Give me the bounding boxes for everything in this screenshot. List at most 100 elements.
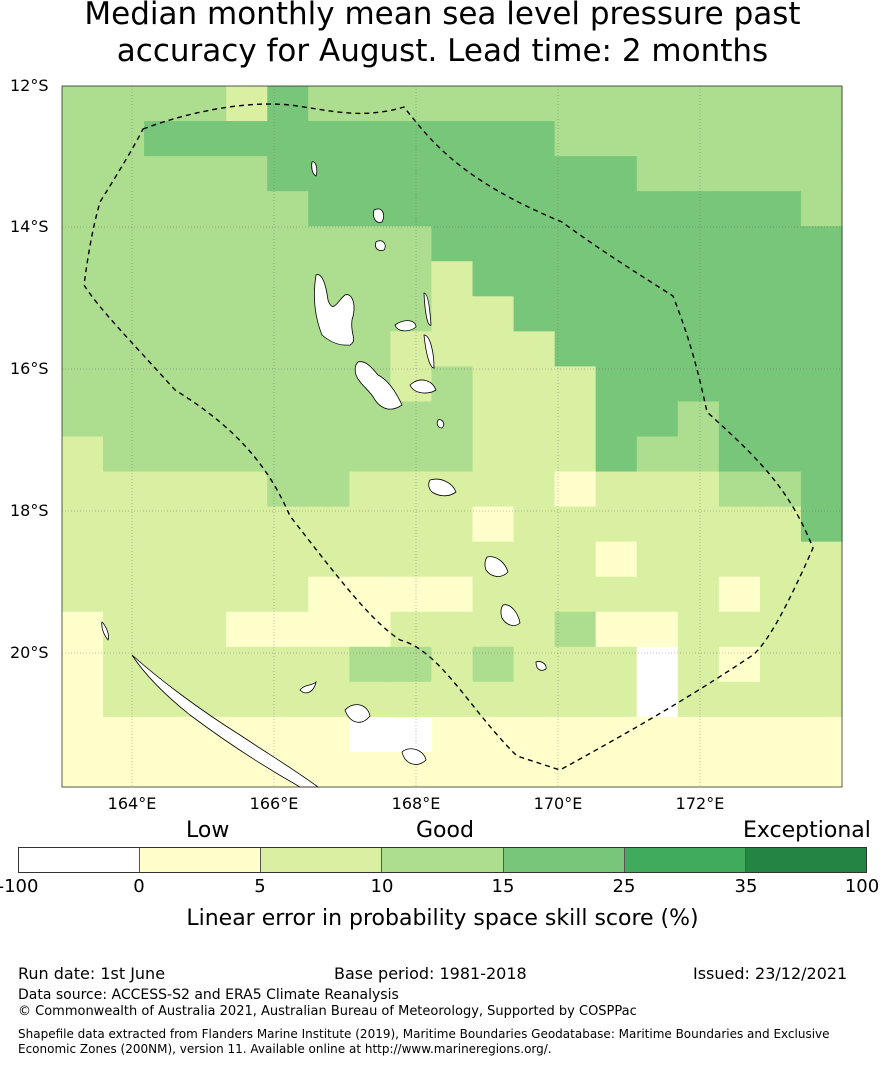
skill-cell xyxy=(513,86,556,122)
skill-cell xyxy=(431,156,474,192)
skill-cell xyxy=(144,716,186,753)
skill-cell xyxy=(431,261,474,297)
skill-cell xyxy=(267,541,309,578)
skill-cell xyxy=(595,751,638,788)
skill-cell xyxy=(595,436,638,473)
skill-cell xyxy=(349,716,392,753)
skill-cell xyxy=(759,681,802,718)
island-efate xyxy=(428,478,457,497)
skill-cell xyxy=(185,366,227,403)
skill-cell xyxy=(144,541,186,578)
skill-cell xyxy=(677,681,720,718)
shapefile-note-2: Economic Zones (200NM), version 11. Avai… xyxy=(18,1042,552,1056)
skill-cell xyxy=(513,261,556,297)
colorbar-tick: 0 xyxy=(133,876,145,897)
skill-cell xyxy=(759,331,802,367)
skill-cell xyxy=(226,611,268,648)
skill-cell xyxy=(677,226,720,262)
colorbar-segment xyxy=(261,848,383,872)
skill-cell xyxy=(103,401,145,438)
lon-label-164e: 164°E xyxy=(107,794,157,813)
skill-cell xyxy=(800,646,843,683)
skill-cell xyxy=(513,471,556,508)
skill-cell xyxy=(595,681,638,718)
island-aneityum xyxy=(535,661,547,671)
skill-cell xyxy=(390,541,433,578)
skill-cell xyxy=(554,751,597,788)
skill-cell xyxy=(308,471,350,508)
skill-cell xyxy=(554,646,597,683)
skill-cell xyxy=(62,541,104,578)
skill-cell xyxy=(267,331,309,367)
skill-cell xyxy=(472,296,515,332)
skill-cell xyxy=(226,506,268,543)
skill-cell xyxy=(677,576,720,613)
skill-cell xyxy=(308,121,350,157)
skill-cell xyxy=(595,191,638,227)
skill-cell xyxy=(636,751,679,788)
skill-cell xyxy=(677,646,720,683)
skill-cell xyxy=(636,471,679,508)
skill-cell xyxy=(554,541,597,578)
skill-cell xyxy=(144,506,186,543)
skill-cell xyxy=(185,541,227,578)
skill-cell xyxy=(62,646,104,683)
skill-cell xyxy=(800,576,843,613)
skill-cell xyxy=(390,471,433,508)
skill-grid-cells xyxy=(62,86,843,788)
skill-cell xyxy=(718,296,761,332)
skill-cell xyxy=(62,506,104,543)
skill-cell xyxy=(800,751,843,788)
skill-cell xyxy=(472,751,515,788)
skill-cell xyxy=(144,156,186,192)
skill-cell xyxy=(800,611,843,648)
skill-cell xyxy=(144,121,186,157)
skill-cell xyxy=(349,541,392,578)
skill-cell xyxy=(62,191,104,227)
colorbar-tick: 25 xyxy=(612,876,636,897)
skill-cell xyxy=(308,226,350,262)
skill-cell xyxy=(431,751,474,788)
skill-cell xyxy=(595,611,638,648)
skill-cell xyxy=(759,156,802,192)
skill-cell xyxy=(472,681,515,718)
skill-cell xyxy=(554,576,597,613)
island-ouvea xyxy=(299,680,317,694)
skill-cell xyxy=(595,471,638,508)
skill-cell xyxy=(349,156,392,192)
skill-cell xyxy=(800,471,843,508)
skill-cell xyxy=(103,646,145,683)
skill-cell xyxy=(267,436,309,473)
skill-cell xyxy=(800,366,843,403)
skill-cell xyxy=(226,191,268,227)
skill-cell xyxy=(636,366,679,403)
skill-cell xyxy=(513,121,556,157)
skill-cell xyxy=(431,226,474,262)
skill-cell xyxy=(677,716,720,753)
skill-cell xyxy=(472,471,515,508)
skill-cell xyxy=(800,681,843,718)
skill-cell xyxy=(185,646,227,683)
skill-cell xyxy=(718,261,761,297)
skill-cell xyxy=(759,611,802,648)
skill-cell xyxy=(267,471,309,508)
skill-cell xyxy=(390,261,433,297)
skill-cell xyxy=(308,401,350,438)
skill-cell xyxy=(595,506,638,543)
island-tanna xyxy=(500,604,521,626)
skill-cell xyxy=(800,261,843,297)
skill-cell xyxy=(308,366,350,403)
skill-cell xyxy=(226,121,268,157)
skill-cell xyxy=(267,261,309,297)
skill-cell xyxy=(226,331,268,367)
category-low: Low xyxy=(186,818,230,843)
skill-cell xyxy=(390,576,433,613)
skill-cell xyxy=(636,261,679,297)
skill-cell xyxy=(62,156,104,192)
skill-cell xyxy=(185,576,227,613)
skill-cell xyxy=(103,751,145,788)
skill-cell xyxy=(636,296,679,332)
island-shepherd xyxy=(436,419,445,429)
skill-cell xyxy=(718,646,761,683)
skill-cell xyxy=(226,226,268,262)
